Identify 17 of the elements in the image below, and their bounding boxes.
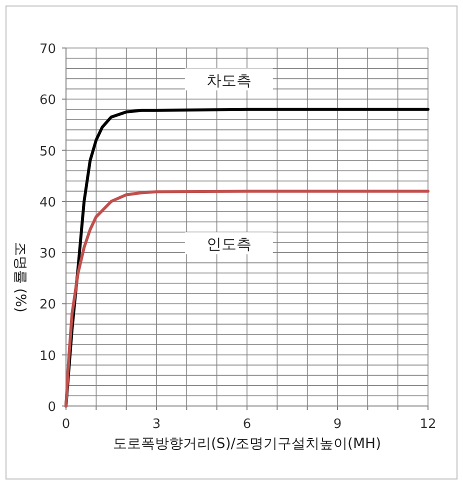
y-tick-label: 30 <box>39 246 56 262</box>
y-tick-label: 10 <box>39 348 56 364</box>
x-tick-label: 3 <box>152 417 161 432</box>
x-tick-label: 0 <box>62 417 70 432</box>
x-tick-label: 6 <box>242 417 252 432</box>
y-tick-label: 70 <box>39 42 56 57</box>
y-tick-label: 60 <box>39 93 56 108</box>
series-label: 차도측 <box>206 71 252 90</box>
text: 인도측 <box>206 235 252 254</box>
y-tick-label: 40 <box>39 195 56 210</box>
x-axis-title: 도로폭방향거리(S)/조명기구설치높이(MH) <box>112 436 382 452</box>
y-tick-label: 50 <box>39 144 56 160</box>
y-axis-title: 조명률 (%) <box>12 242 28 312</box>
y-tick-label: 0 <box>48 400 56 415</box>
x-tick-label: 9 <box>333 417 342 432</box>
x-tick-label: 12 <box>420 417 436 432</box>
y-tick-label: 20 <box>39 298 56 313</box>
